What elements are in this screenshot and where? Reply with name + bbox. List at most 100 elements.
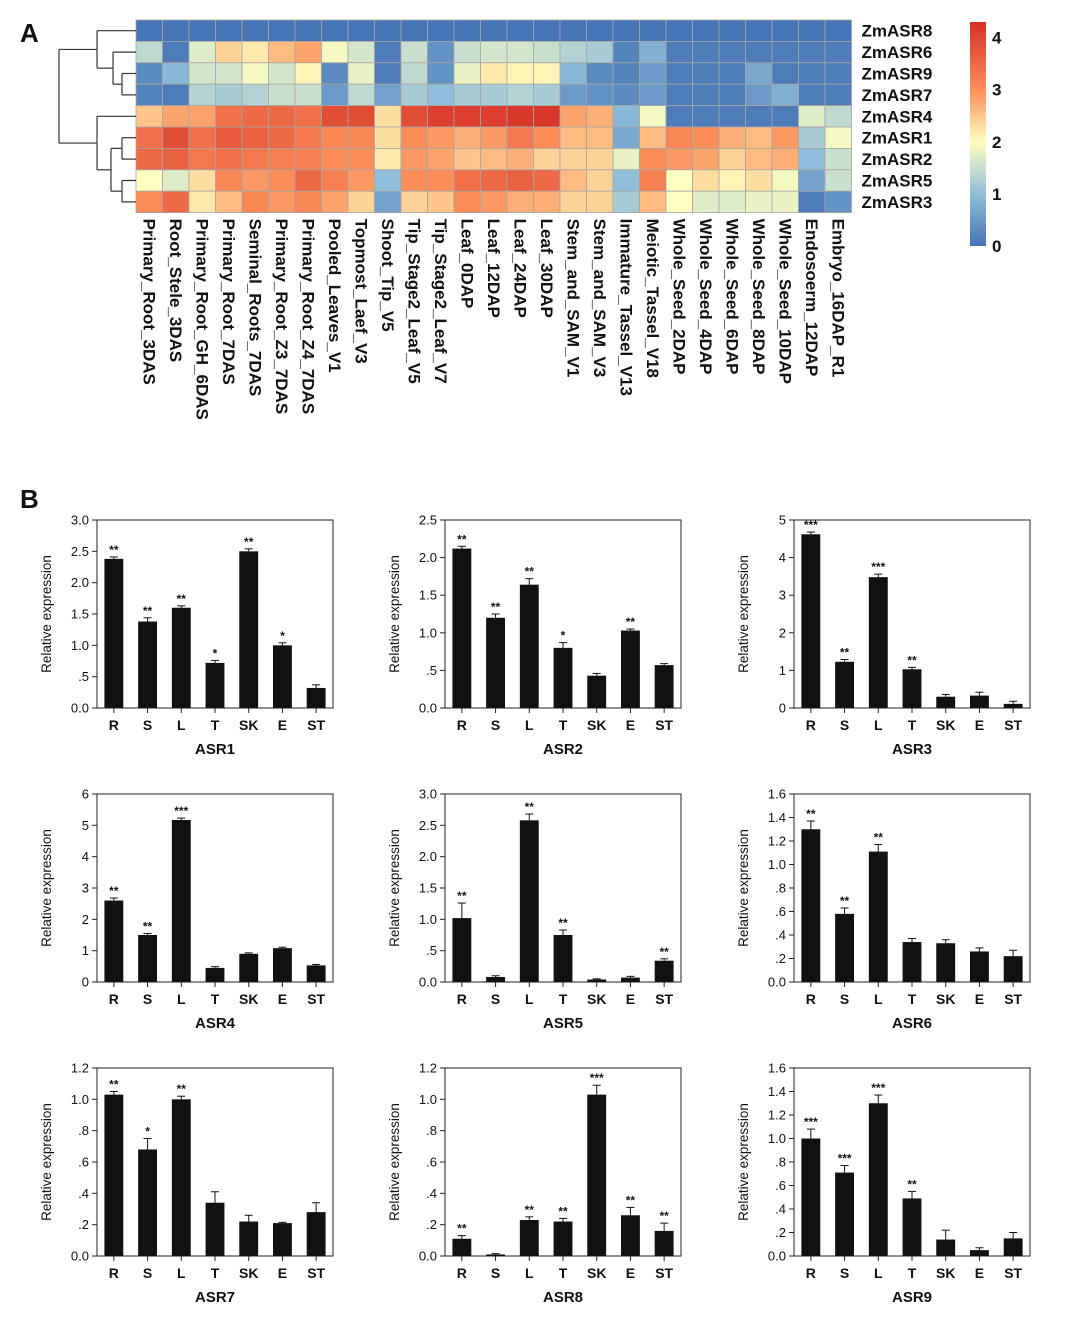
category-label: T [908,1265,917,1281]
y-tick-label: 2.5 [71,544,89,559]
category-label: SK [239,1265,258,1281]
bar [969,695,989,708]
bar [620,630,640,708]
bar [620,1215,640,1256]
significance-label: * [213,646,218,660]
heatmap-cell [692,105,720,128]
heatmap-cell [798,41,826,64]
category-label: R [457,991,467,1007]
y-tick-label: 3 [779,588,786,603]
heatmap-cell [294,126,322,149]
bar [272,1223,292,1256]
y-tick-label: 1.0 [419,625,437,640]
heatmap-cell [188,147,216,171]
heatmap-cell [427,41,455,64]
significance-label: ** [457,1222,467,1236]
significance-label: ** [109,884,119,898]
heatmap-cell [427,126,455,149]
bar [587,979,607,982]
heatmap-cell [665,126,693,149]
category-label: S [840,1265,849,1281]
bar [902,1198,922,1256]
heatmap-cell [374,169,402,192]
heatmap-cell [824,105,852,128]
heatmap-cell [798,126,826,149]
bar [306,1212,326,1256]
category-label: SK [936,991,955,1007]
category-label: S [840,717,849,733]
heatmap-cell [135,105,163,128]
heatmap-cell [824,169,852,192]
heatmap-cell [586,126,614,149]
category-label: R [109,1265,119,1281]
heatmap-cell [374,190,402,213]
category-label: SK [239,991,258,1007]
heatmap-cell [745,126,773,149]
heatmap-cell [639,83,667,106]
heatmap-cell [321,147,349,171]
y-tick-label: 1.6 [768,1061,786,1076]
category-label: E [975,1265,984,1281]
heatmap-cell [347,147,375,171]
y-axis-label: Relative expression [736,1103,751,1221]
category-label: L [177,1265,186,1281]
heatmap-cell [427,169,455,192]
category-label: SK [587,991,606,1007]
tissue-label: Whole_Seed_8DAP [749,219,768,375]
heatmap-cell [533,19,561,42]
heatmap-cell [718,169,746,192]
heatmap-cell [321,169,349,192]
heatmap-cell [215,105,243,128]
category-label: E [626,717,635,733]
bar-chart-asr9: 0.0 .2 .4 .6 .8 1.0 1.2 1.4 1.6 *** R *** S *** L ** T SK… [736,1061,1031,1306]
y-tick-label: 2 [779,625,786,640]
heatmap-cell [692,83,720,106]
chart-title: ASR7 [195,1289,235,1306]
heatmap-cell [824,41,852,64]
category-label: E [975,717,984,733]
heatmap-cell [559,62,587,85]
y-tick-label: 0.0 [768,975,786,990]
heatmap-cell [665,169,693,192]
significance-label: ** [626,1193,636,1207]
chart-title: ASR1 [195,741,235,758]
heatmap-cell [771,105,799,128]
heatmap-cell [745,190,773,213]
heatmap-cell [612,105,640,128]
heatmap-cell [718,105,746,128]
category-label: S [491,717,500,733]
tissue-label: Leaf_24DAP [510,219,529,318]
heatmap-cell [692,147,720,171]
heatmap-cell [374,83,402,106]
heatmap-cell [453,19,481,42]
bar [171,1099,191,1256]
y-tick-label: 4 [82,849,89,864]
heatmap-cell [268,83,296,106]
heatmap-cell [188,41,216,64]
heatmap-cell [268,105,296,128]
heatmap-cell [745,19,773,42]
heatmap-cell [480,83,508,106]
y-tick-label: .6 [78,1155,89,1170]
category-label: T [211,1265,220,1281]
category-label: L [874,717,883,733]
heatmap-cell [692,126,720,149]
heatmap-cell [347,41,375,64]
tissue-label: Tip_Stage2_Leaf_V5 [404,219,423,384]
heatmap-cell [135,126,163,149]
tissue-label: Stem_and_SAM_V3 [590,219,609,378]
significance-label: *** [804,518,818,532]
significance-label: ** [525,1203,535,1217]
chart-title: ASR2 [543,741,583,758]
category-label: S [143,717,152,733]
tissue-label: Stem_and_SAM_V1 [563,219,582,378]
heatmap-cell [347,190,375,213]
heatmap-cell [135,147,163,171]
tissue-label: Whole_Seed_6DAP [722,219,741,375]
category-label: ST [655,717,673,733]
heatmap-cell [453,105,481,128]
y-tick-label: 2.0 [419,550,437,565]
heatmap-cell [268,41,296,64]
category-label: R [457,717,467,733]
heatmap-cell [559,147,587,171]
